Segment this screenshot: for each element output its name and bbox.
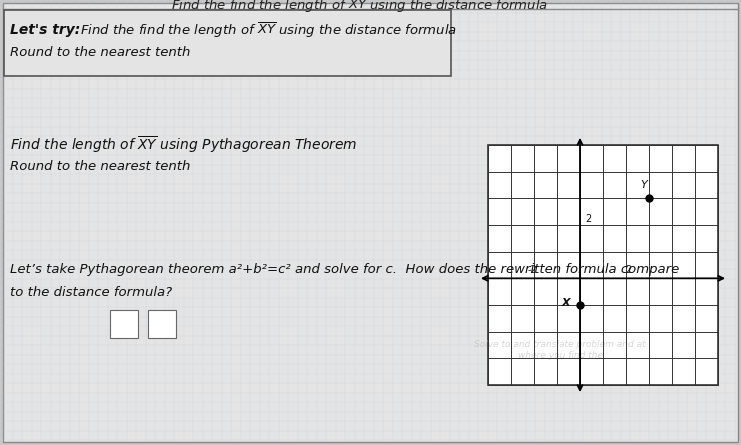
Text: Find the find the length of $\overline{XY}$ using the distance formula: Find the find the length of $\overline{X… bbox=[80, 20, 457, 40]
Text: 2: 2 bbox=[625, 265, 631, 275]
Text: Round to the nearest tenth: Round to the nearest tenth bbox=[10, 46, 190, 60]
Text: Find the length of $\overline{XY}$ using Pythagorean Theorem: Find the length of $\overline{XY}$ using… bbox=[10, 135, 357, 155]
Text: Round to the nearest tenth: Round to the nearest tenth bbox=[10, 161, 190, 174]
FancyBboxPatch shape bbox=[4, 10, 451, 76]
Text: 2: 2 bbox=[585, 214, 591, 224]
Text: Find the find the length of $\overline{XY}$ using the distance formula: Find the find the length of $\overline{X… bbox=[171, 0, 548, 15]
FancyBboxPatch shape bbox=[148, 310, 176, 338]
FancyBboxPatch shape bbox=[488, 145, 718, 385]
FancyBboxPatch shape bbox=[110, 310, 138, 338]
Text: Let's try:: Let's try: bbox=[10, 23, 80, 37]
Text: X: X bbox=[562, 298, 570, 308]
Text: -2: -2 bbox=[527, 265, 537, 275]
Text: to the distance formula?: to the distance formula? bbox=[10, 286, 172, 299]
Text: Let’s take Pythagorean theorem a²+b²=c² and solve for c.  How does the rewritten: Let’s take Pythagorean theorem a²+b²=c² … bbox=[10, 263, 679, 276]
Text: Y: Y bbox=[641, 180, 648, 190]
FancyBboxPatch shape bbox=[3, 3, 738, 442]
Text: Solve to and translate problem and at
where you find the: Solve to and translate problem and at wh… bbox=[474, 340, 646, 360]
